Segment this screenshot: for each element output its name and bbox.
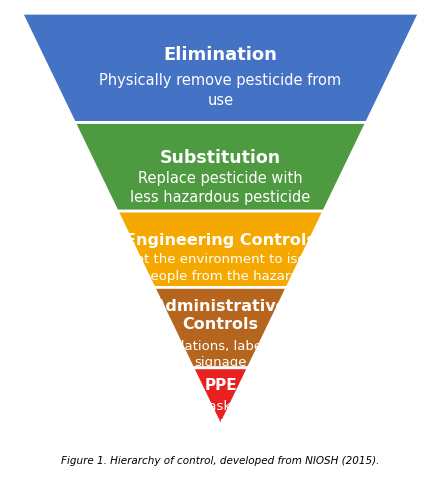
Text: Figure 1. Hierarchy of control, developed from NIOSH (2015).: Figure 1. Hierarchy of control, develope… xyxy=(61,456,380,466)
Text: Elimination: Elimination xyxy=(164,46,277,64)
Polygon shape xyxy=(193,368,248,426)
Text: PPE: PPE xyxy=(204,378,237,392)
Polygon shape xyxy=(22,13,419,122)
Text: Regulations, labelling,
signage: Regulations, labelling, signage xyxy=(147,340,294,369)
Text: Engineering Controls: Engineering Controls xyxy=(125,232,316,248)
Polygon shape xyxy=(117,211,324,288)
Text: Replace pesticide with
less hazardous pesticide: Replace pesticide with less hazardous pe… xyxy=(131,172,310,205)
Text: Adapt the environment to isolate
people from the hazard: Adapt the environment to isolate people … xyxy=(110,253,331,282)
Polygon shape xyxy=(154,288,287,368)
Text: Administrative
Controls: Administrative Controls xyxy=(154,300,287,332)
Text: Substitution: Substitution xyxy=(160,149,281,167)
Text: Physically remove pesticide from
use: Physically remove pesticide from use xyxy=(99,74,342,108)
Polygon shape xyxy=(75,122,366,211)
Text: Masks,
coveralls,
gloves
etc.: Masks, coveralls, gloves etc. xyxy=(189,400,252,462)
